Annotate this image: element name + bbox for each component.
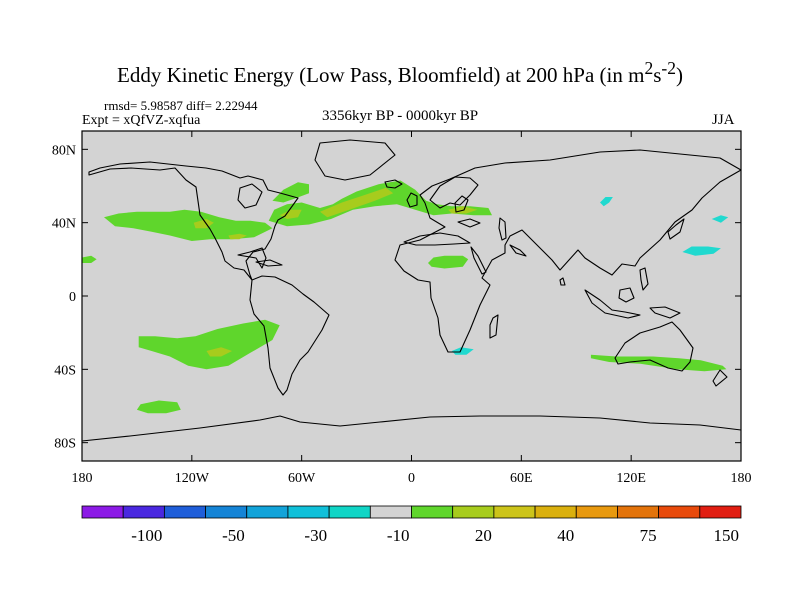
region-great-lakes-yellow-core: [279, 209, 302, 219]
colorbar-swatch: [658, 505, 701, 519]
chart-title-close: ): [675, 63, 683, 87]
y-tick-label: 80N: [52, 143, 76, 158]
chart-title-main: Eddy Kinetic Energy (Low Pass, Bloomfiel…: [117, 63, 645, 87]
colorbar-swatch: [287, 505, 330, 519]
region-mid-pacific-green-dot: [82, 255, 97, 263]
x-tick-label: 0: [408, 471, 415, 486]
colorbar-swatch: [122, 505, 165, 519]
region-southern-ocean-green-patch: [136, 400, 181, 414]
season-label: JJA: [712, 112, 735, 128]
period-label: 3356kyr BP - 0000kyr BP: [321, 108, 479, 124]
colorbar-swatch: [617, 505, 660, 519]
colorbar-swatch: [369, 505, 412, 519]
chart-title-sup-2: 2: [644, 58, 654, 78]
coast-borneo: [618, 287, 635, 303]
region-north-america-pacific-green-band: [104, 209, 273, 241]
coastlines: [81, 139, 742, 442]
map-background: [82, 131, 741, 461]
colorbar-swatch: [328, 505, 371, 519]
coast-antarctica: [81, 415, 742, 442]
coast-british-isles: [406, 192, 418, 208]
y-tick-label: 40S: [54, 363, 76, 378]
coast-new-guinea: [649, 306, 681, 319]
coast-philippines: [639, 267, 649, 291]
region-south-pacific-green-patch: [138, 319, 280, 370]
region-mongolia-cyan-patch: [600, 197, 613, 207]
coast-north-america: [88, 161, 299, 281]
rmsd-diff-stats: rmsd= 5.98587 diff= 2.22944: [104, 98, 258, 113]
experiment-label: Expt = xQfVZ-xqfua: [82, 113, 201, 128]
coast-baltic: [454, 195, 469, 213]
x-tick-label: 180: [731, 471, 752, 486]
coast-caspian: [498, 217, 507, 241]
x-tick-label: 180: [72, 471, 93, 486]
colorbar-swatch: [534, 505, 577, 519]
chart-title-sup-minus2: -2: [661, 58, 676, 78]
anomaly-regions: [82, 180, 729, 414]
region-south-pacific-yellow-core: [206, 347, 233, 357]
colorbar-label: -100: [131, 526, 162, 545]
colorbar-swatch: [411, 505, 454, 519]
colorbar-label: -10: [387, 526, 410, 545]
coast-iceland: [384, 179, 403, 189]
coast-black-sea: [457, 218, 481, 228]
coast-scandinavia: [429, 176, 479, 209]
coast-indonesia: [584, 289, 641, 319]
coast-australia: [614, 321, 694, 372]
chart-title: Eddy Kinetic Energy (Low Pass, Bloomfiel…: [0, 58, 800, 88]
x-tick-label: 60E: [510, 471, 533, 486]
coast-eurasia-africa: [394, 149, 742, 353]
coast-south-america: [249, 275, 330, 396]
colorbar-label: 40: [557, 526, 574, 545]
region-north-pacific-cyan-dot: [711, 215, 729, 223]
x-tick-label: 60W: [288, 471, 316, 486]
colorbar-swatch: [205, 505, 248, 519]
coast-cuba: [255, 259, 283, 267]
axis-tick-labels: 180 120W 60W 0 60E 120E 180 80N 40N 0 40S 80S: [52, 143, 752, 486]
region-south-africa-cyan-dot: [451, 347, 474, 355]
coast-madagascar: [489, 314, 499, 339]
region-australia-green-band: [590, 354, 727, 372]
region-us-west-yellow-core: [193, 219, 214, 229]
coast-greenland: [314, 139, 396, 181]
colorbar-label: 75: [640, 526, 657, 545]
colorbar-label: -50: [222, 526, 245, 545]
region-atlantic-yellow-core: [320, 187, 394, 218]
x-tick-label: 120W: [175, 471, 210, 486]
coast-gulf-florida: [237, 247, 267, 269]
region-us-south-yellow-core: [228, 233, 247, 240]
colorbar-label: -30: [304, 526, 327, 545]
colorbar-swatch: [699, 505, 742, 519]
region-canada-green-patch: [272, 182, 309, 203]
coast-japan: [667, 218, 685, 240]
coast-persian-gulf: [509, 244, 527, 257]
colorbar-swatch: [163, 505, 206, 519]
colorbar: -100 -50 -30 -10 20 40 75 150: [81, 505, 742, 545]
colorbar-label: 150: [714, 526, 740, 545]
map-frame: [81, 130, 742, 462]
coast-new-zealand: [712, 369, 728, 387]
y-tick-label: 40N: [52, 217, 76, 232]
region-north-pacific-cyan-patch: [682, 246, 721, 256]
colorbar-swatch: [81, 505, 124, 519]
x-tick-label: 120E: [616, 471, 646, 486]
colorbar-swatch: [246, 505, 289, 519]
colorbar-label: 20: [475, 526, 492, 545]
coast-hudson-bay: [237, 183, 263, 209]
coast-red-sea: [470, 246, 487, 275]
colorbar-swatch: [575, 505, 618, 519]
y-tick-label: 0: [69, 290, 76, 305]
coast-mediterranean: [403, 232, 471, 246]
region-north-africa-green-patch: [428, 255, 469, 269]
colorbar-swatch: [493, 505, 536, 519]
coast-sri-lanka: [559, 277, 566, 286]
y-tick-label: 80S: [54, 437, 76, 452]
chart-title-s: s: [653, 63, 662, 87]
colorbar-swatch: [452, 505, 495, 519]
